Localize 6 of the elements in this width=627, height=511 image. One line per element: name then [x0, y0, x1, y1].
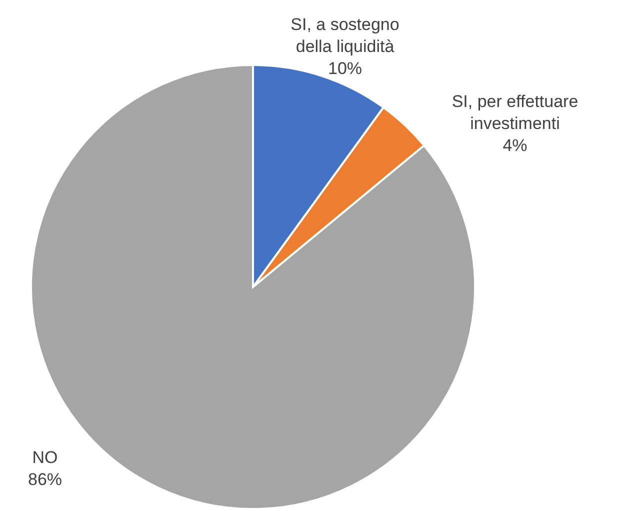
slice-label: NO	[32, 448, 58, 467]
slice-label: SI, a sostegno della liquidità	[290, 15, 400, 56]
data-label: 86%	[28, 470, 62, 489]
data-label: 4%	[502, 136, 528, 155]
slice-label: SI, per effettuare investimenti	[452, 92, 578, 133]
data-label: 10%	[328, 59, 362, 78]
